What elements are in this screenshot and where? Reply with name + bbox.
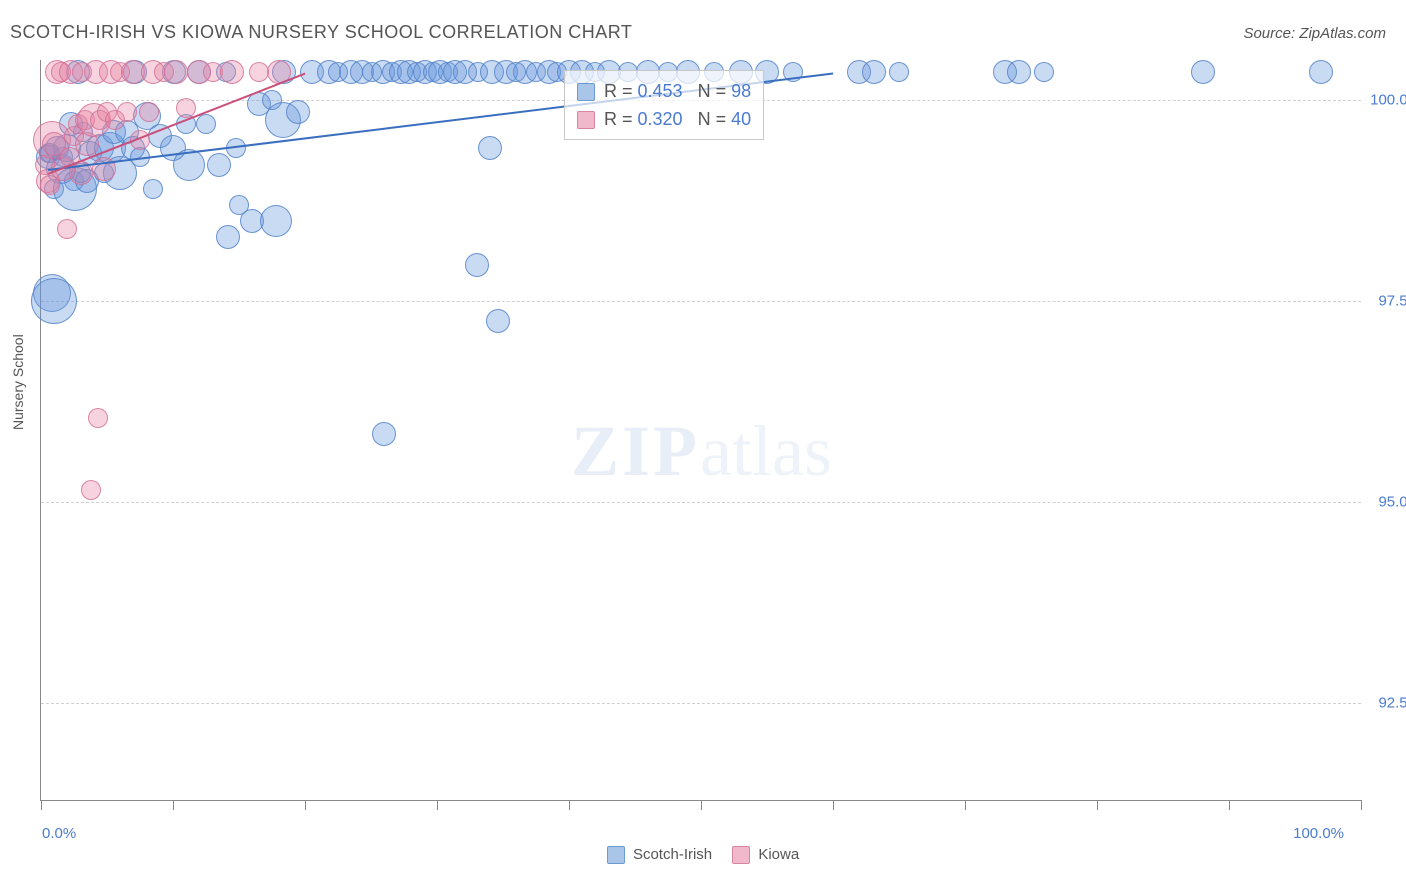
data-point <box>1309 60 1333 84</box>
stats-swatch <box>577 111 595 129</box>
data-point <box>88 408 108 428</box>
y-tick-label: 97.5% <box>1378 293 1406 310</box>
data-point <box>372 422 396 446</box>
stats-row: R = 0.453 N = 98 <box>577 77 751 105</box>
x-axis-min-label: 0.0% <box>42 825 76 842</box>
y-axis-label: Nursery School <box>10 334 26 430</box>
y-tick-label: 100.0% <box>1370 92 1406 109</box>
data-point <box>260 205 292 237</box>
data-point <box>31 278 77 324</box>
x-tick <box>437 800 438 810</box>
data-point <box>81 480 101 500</box>
x-tick <box>833 800 834 810</box>
data-point <box>465 253 489 277</box>
x-tick <box>1361 800 1362 810</box>
x-tick <box>1097 800 1098 810</box>
x-axis-max-label: 100.0% <box>1293 825 1344 842</box>
y-tick-label: 95.0% <box>1378 494 1406 511</box>
x-tick <box>965 800 966 810</box>
data-point <box>286 100 310 124</box>
legend-swatch <box>732 846 750 864</box>
source-label: Source: ZipAtlas.com <box>1243 25 1386 42</box>
data-point <box>220 60 244 84</box>
x-tick <box>305 800 306 810</box>
chart-title: SCOTCH-IRISH VS KIOWA NURSERY SCHOOL COR… <box>10 22 632 43</box>
stats-row: R = 0.320 N = 40 <box>577 105 751 133</box>
data-point <box>196 114 216 134</box>
chart-legend: Scotch-Irish Kiowa <box>0 846 1406 864</box>
data-point <box>164 60 188 84</box>
data-point <box>143 179 163 199</box>
data-point <box>478 136 502 160</box>
grid-line <box>41 502 1361 503</box>
x-tick <box>173 800 174 810</box>
data-point <box>57 219 77 239</box>
data-point <box>1034 62 1054 82</box>
data-point <box>486 309 510 333</box>
x-tick <box>41 800 42 810</box>
data-point <box>216 225 240 249</box>
data-point <box>1191 60 1215 84</box>
data-point <box>862 60 886 84</box>
data-point <box>139 102 159 122</box>
y-tick-label: 92.5% <box>1378 695 1406 712</box>
legend-item: Kiowa <box>732 846 799 863</box>
x-tick <box>701 800 702 810</box>
watermark: ZIPatlas <box>571 410 832 493</box>
grid-line <box>41 301 1361 302</box>
legend-item: Scotch-Irish <box>607 846 712 863</box>
data-point <box>207 153 231 177</box>
data-point <box>1007 60 1031 84</box>
data-point <box>889 62 909 82</box>
x-tick <box>569 800 570 810</box>
grid-line <box>41 703 1361 704</box>
data-point <box>117 102 137 122</box>
stats-swatch <box>577 83 595 101</box>
chart-container: SCOTCH-IRISH VS KIOWA NURSERY SCHOOL COR… <box>0 0 1406 892</box>
x-tick <box>1229 800 1230 810</box>
stats-box: R = 0.453 N = 98 R = 0.320 N = 40 <box>564 70 764 140</box>
plot-area: ZIPatlas 100.0%97.5%95.0%92.5% <box>40 60 1361 801</box>
legend-swatch <box>607 846 625 864</box>
